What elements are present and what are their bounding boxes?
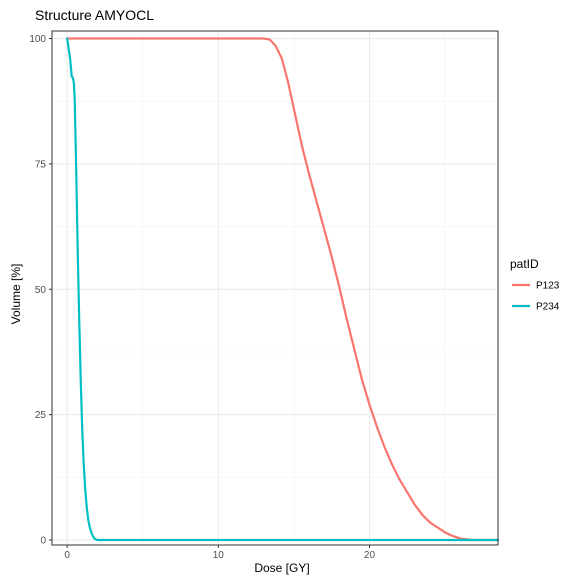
legend-label-p123: P123 (536, 281, 560, 292)
x-axis-title: Dose [GY] (254, 561, 309, 575)
y-tick-label: 100 (29, 34, 46, 45)
y-tick-label: 75 (35, 159, 47, 170)
plot-border (51, 30, 499, 546)
x-tick-label: 20 (364, 550, 376, 561)
y-tick-label: 50 (35, 285, 47, 296)
series-line-p234 (66, 37, 500, 542)
y-axis: 0 25 50 75 100 (29, 34, 52, 546)
legend-label-p234: P234 (536, 302, 560, 313)
x-tick-label: 0 (64, 550, 70, 561)
x-tick-label: 10 (213, 550, 225, 561)
x-axis: 0 10 20 (64, 545, 375, 561)
y-tick-label: 25 (35, 410, 47, 421)
y-axis-title: Volume [%] (9, 264, 23, 325)
plot-panel (52, 31, 498, 545)
grid-minor (52, 31, 498, 545)
chart-title: Structure AMYOCL (35, 7, 154, 23)
legend: patID P123 P234 (510, 257, 560, 313)
series-layer (66, 37, 500, 542)
y-tick-label: 0 (40, 535, 46, 546)
legend-title: patID (510, 257, 539, 271)
series-line-p123 (66, 37, 500, 542)
